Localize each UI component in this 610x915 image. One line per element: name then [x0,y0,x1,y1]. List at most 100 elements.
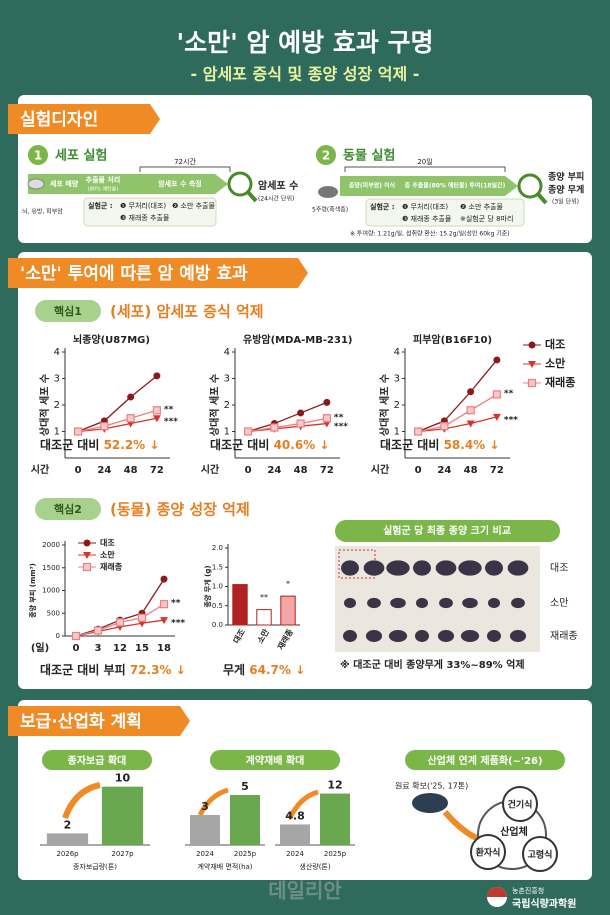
group: ❸ 재래종 추출물 [120,213,170,222]
series-line [77,409,158,433]
value-label: 12 [327,779,342,792]
y-tick-label: 3 [54,374,60,385]
step-title: 세포 실험 [55,148,107,164]
y-tick-label: 2.0 [212,544,223,552]
point [297,409,305,417]
point [527,378,537,388]
y-tick-label: 500 [47,609,60,617]
bar [101,786,144,845]
note-value: 52.2% ↓ [104,438,160,452]
panel-title: 산업체 연계 제품화(~'26) [427,754,542,767]
x-tick-label: 0 [75,465,82,476]
step-number-bg [28,145,48,165]
y-tick-label: 2 [224,400,230,411]
tumor [388,630,408,642]
point [93,626,103,635]
magnifier-handle [246,190,258,203]
x-tick-label: 24 [97,465,111,476]
note: 대조군 대비 부피 72.3% ↓ [40,662,186,677]
point [244,427,253,436]
point [127,393,135,401]
series-line [417,393,498,433]
bar [190,815,220,845]
subtitle: - 암세포 증식 및 종양 성장 억제 - [191,65,420,84]
tumor [462,597,478,609]
bar [280,824,310,845]
result-note: (24시간 단위) [258,195,294,203]
x-axis-label: 시간 [31,463,50,476]
y-tick-label: 4 [54,347,60,358]
logo-part [487,887,507,897]
group-box [365,198,525,227]
y-tick-label: 2 [394,400,400,411]
tumor [487,630,501,642]
watermark: 데일리안 [268,879,342,903]
tumor [413,560,431,576]
product-circle [470,834,506,870]
point [492,413,501,421]
subject: 5주령(흑색종) [312,206,348,214]
group-label: 실험군 : [88,201,113,210]
significance: ** [334,413,344,423]
result: 암세포 수 [258,179,298,192]
significance: ** [260,593,268,602]
value-label: 4.8 [285,809,305,822]
group: ❶ 무처리(대조) [402,202,448,211]
series-line [248,417,328,433]
note: 대조군 대비 58.4% ↓ [380,437,499,452]
photo-row-label: 대조 [550,562,568,574]
significance: *** [171,619,185,629]
section-tab [8,706,190,736]
chart-title: 유방암(MDA-MB-231) [243,333,352,346]
section-tab [8,104,160,134]
legend-label: 재래종 [545,375,575,389]
point [160,617,168,625]
point [467,388,475,396]
note-text: 무게 [223,663,245,677]
point [270,423,279,432]
tumor [509,630,527,642]
value-label: 5 [241,780,249,793]
x-tick-label: 2026p [56,850,79,858]
group-label: 실험군 : [370,202,395,211]
series-line [418,416,498,433]
bar [280,595,296,626]
point [82,562,92,572]
legend-label: 대조 [545,337,565,351]
key-badge: 핵심2 [54,502,82,516]
section-tab [8,258,308,288]
tumor [365,630,383,642]
flow-step: 종 추출물(80% 에탄올) 투여(18일간) [405,182,506,190]
magnifier [517,173,543,199]
key-title: (동물) 종양 성장 억제 [110,501,250,519]
title: '소만' 암 예방 효과 구명 [176,28,433,57]
y-tick-label: 3 [394,374,400,385]
tumor [416,597,428,609]
tumor [341,560,359,576]
tumor [458,560,482,576]
series-line [78,417,158,433]
legend-label: 소만 [545,356,565,370]
tumor [439,597,453,609]
point [296,419,305,428]
plan-box [18,700,592,880]
group: ❷ 소만 추출물 [460,202,503,211]
note-text: 대조군 대비 [380,437,439,452]
y-tick-label: 3 [224,374,230,385]
group-box [83,197,217,227]
x-axis-label: 시간 [371,463,390,476]
dish-icon [27,178,45,190]
panel-title-bg [210,750,340,770]
group: ❸ 재래종 추출물 [402,214,452,223]
group: ❷ 소만 추출물 [172,201,215,210]
group: ❶ 무처리(대조) [120,201,166,210]
tumor [507,560,529,576]
photo-row-label: 재래종 [550,630,578,642]
step-title: 동물 실험 [343,148,395,164]
value-label: 10 [115,772,131,785]
tumor [386,560,410,576]
key-title: (세포) 암세포 증식 억제 [110,303,264,321]
point [126,414,135,423]
